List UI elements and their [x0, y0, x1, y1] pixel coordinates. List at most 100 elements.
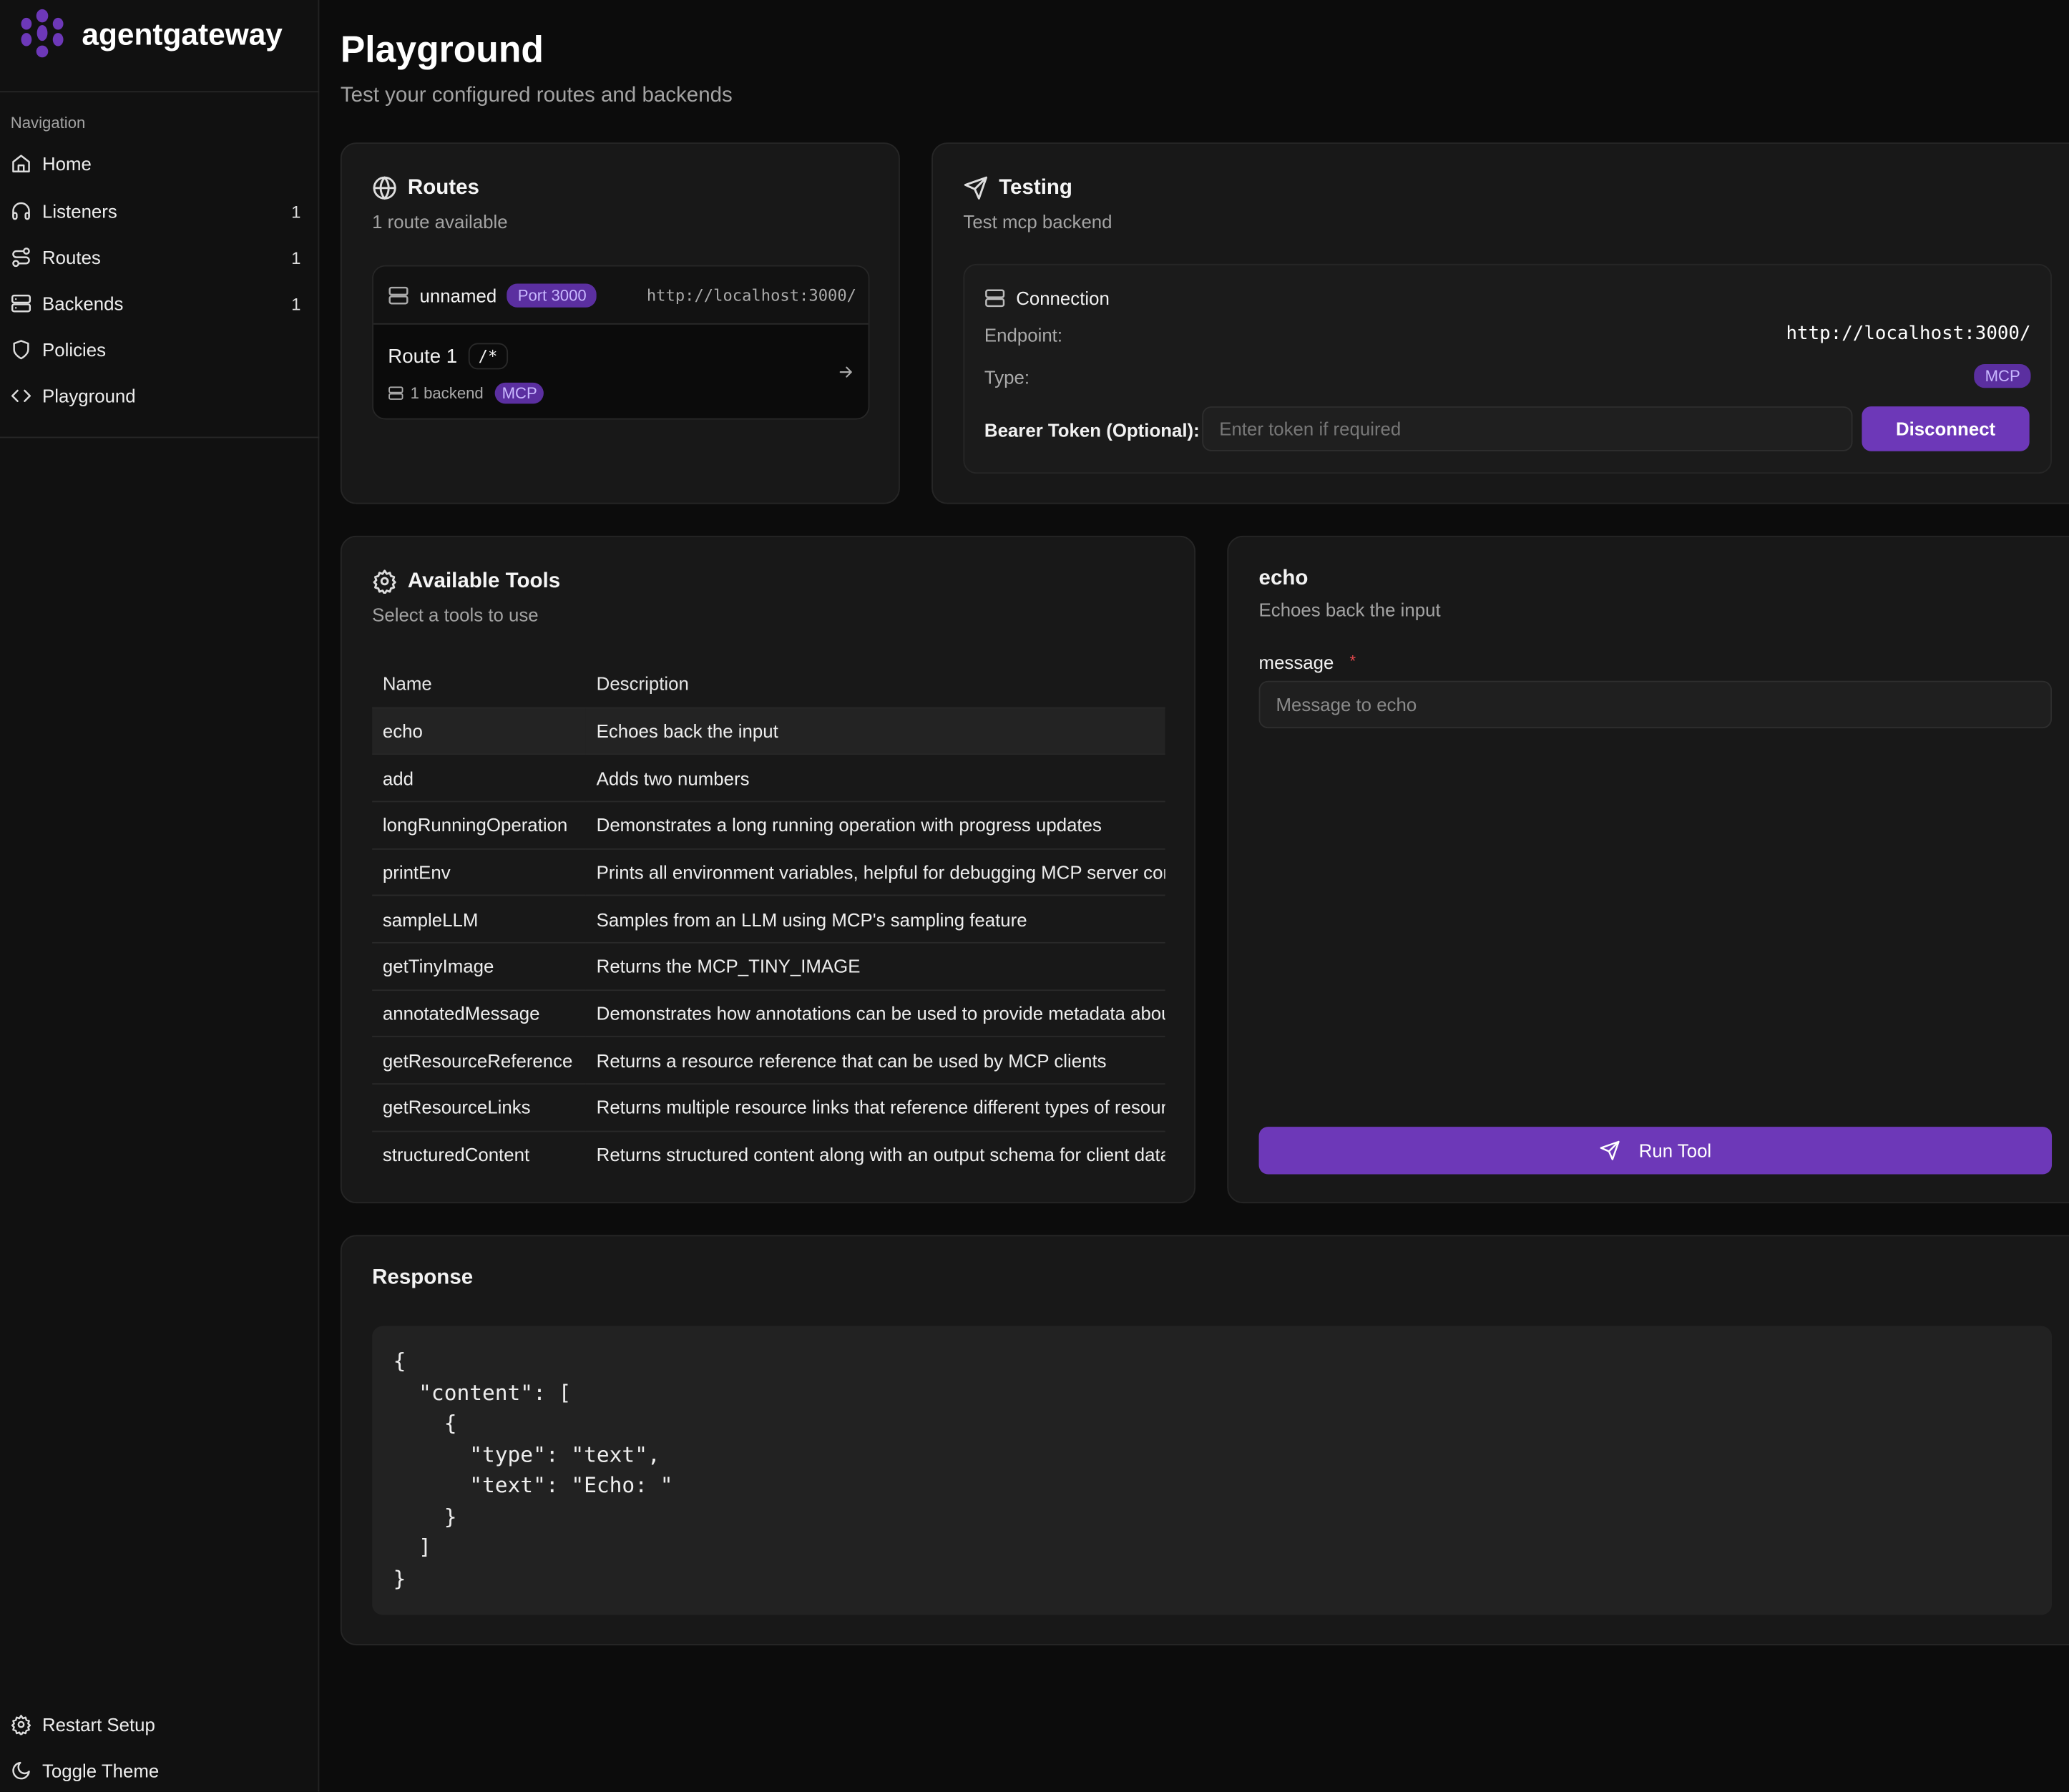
- available-tools-card: Available Tools Select a tools to use Na…: [340, 535, 1196, 1204]
- tool-row[interactable]: getTinyImage Returns the MCP_TINY_IMAGE: [372, 941, 1165, 990]
- tools-card-title: Available Tools: [372, 569, 560, 594]
- tool-name-cell: longRunningOperation: [372, 800, 586, 849]
- connection-title-text: Connection: [1016, 288, 1110, 309]
- routes-card-title: Routes: [372, 175, 479, 200]
- testing-card: Testing Test mcp backend Connection Endp…: [931, 142, 2069, 504]
- moon-icon: [12, 1761, 30, 1780]
- arrow-right-icon: [839, 366, 852, 378]
- testing-subtitle: Test mcp backend: [963, 211, 1112, 232]
- tool-form-card: echo Echoes back the input message * Mes…: [1227, 535, 2069, 1204]
- tool-row[interactable]: getResourceReference Returns a resource r…: [372, 1036, 1165, 1084]
- tool-name-cell: getTinyImage: [372, 941, 586, 990]
- route-type-badge: MCP: [495, 382, 544, 404]
- sidebar-item-label: Policies: [42, 339, 107, 361]
- sidebar-item-routes[interactable]: Routes 1: [11, 239, 301, 276]
- response-body: { "content": [ { "type": "text", "text":…: [372, 1326, 2053, 1615]
- tool-description-cell: Returns the MCP_TINY_IMAGE: [585, 941, 1165, 990]
- tool-description-cell: Returns structured content along with an…: [585, 1130, 1165, 1178]
- tool-description-cell: Returns a resource reference that can be…: [585, 1036, 1165, 1084]
- page-subtitle: Test your configured routes and backends: [340, 84, 733, 107]
- nav-section-label: Navigation: [10, 113, 86, 132]
- tool-row[interactable]: getResourceLinks Returns multiple resourc…: [372, 1083, 1165, 1131]
- message-field-label: message *: [1259, 652, 1356, 673]
- tool-description-cell: Samples from an LLM using MCP's sampling…: [585, 894, 1165, 943]
- tool-name-cell: annotatedMessage: [372, 989, 586, 1037]
- route-name: Route 1: [388, 345, 458, 368]
- tools-table: Name Description echo Echoes back the inp…: [372, 660, 1165, 1178]
- sidebar-item-label: Listeners: [42, 200, 117, 222]
- table-header: Name Description: [372, 660, 1165, 707]
- brand-name: agentgateway: [82, 16, 283, 52]
- home-icon: [12, 155, 30, 173]
- disconnect-button[interactable]: Disconnect: [1862, 406, 2030, 451]
- connection-panel: Connection Endpoint: http://localhost:30…: [963, 263, 2053, 474]
- headphones-icon: [12, 202, 30, 220]
- server-icon: [388, 386, 403, 400]
- sidebar-item-listeners[interactable]: Listeners 1: [11, 192, 301, 230]
- tool-description-cell: Demonstrates a long running operation wi…: [585, 800, 1165, 849]
- tool-row[interactable]: longRunningOperation Demonstrates a long …: [372, 800, 1165, 849]
- tool-row[interactable]: add Adds two numbers: [372, 753, 1165, 802]
- response-title: Response: [372, 1266, 474, 1289]
- restart-setup-button[interactable]: Restart Setup: [11, 1706, 301, 1743]
- bearer-token-label: Bearer Token (Optional):: [984, 419, 1200, 441]
- server-icon: [11, 294, 31, 313]
- tool-name: echo: [1258, 567, 1309, 590]
- type-label: Type:: [984, 366, 1030, 388]
- listener-url: http://localhost:3000/: [646, 285, 857, 305]
- bearer-token-input[interactable]: Enter token if required: [1202, 406, 1853, 451]
- shield-icon: [13, 340, 29, 360]
- route-item[interactable]: Route 1 /* 1 backend MCP: [373, 325, 869, 418]
- server-icon: [388, 285, 409, 304]
- sidebar-item-playground[interactable]: Playground: [11, 377, 301, 414]
- restart-setup-label: Restart Setup: [42, 1713, 155, 1735]
- required-mark: *: [1349, 652, 1356, 670]
- code-icon: [11, 389, 31, 402]
- run-tool-label: Run Tool: [1638, 1140, 1712, 1162]
- route-path: /*: [467, 343, 509, 370]
- routes-title-text: Routes: [407, 176, 479, 199]
- sidebar-item-count: 1: [291, 293, 301, 314]
- port-badge: Port 3000: [507, 283, 597, 307]
- tool-row[interactable]: annotatedMessage Demonstrates how annotat…: [372, 989, 1165, 1037]
- sidebar-item-label: Routes: [42, 246, 101, 268]
- tool-name-cell: getResourceReference: [372, 1036, 586, 1084]
- tool-description-cell: Returns multiple resource links that ref…: [585, 1083, 1165, 1131]
- agentgateway-logo-icon: [21, 9, 64, 58]
- sidebar-item-backends[interactable]: Backends 1: [11, 285, 301, 322]
- send-icon: [964, 176, 987, 200]
- listener-name: unnamed: [419, 284, 497, 305]
- gear-icon: [373, 569, 396, 594]
- sidebar-item-home[interactable]: Home: [11, 145, 301, 182]
- globe-icon: [373, 176, 396, 200]
- type-badge: MCP: [1974, 364, 2031, 388]
- response-json: { "content": [ { "type": "text", "text":…: [393, 1348, 673, 1591]
- message-input[interactable]: Message to echo: [1258, 680, 2053, 729]
- routes-subtitle: 1 route available: [372, 211, 508, 232]
- tool-row[interactable]: structuredContent Returns structured cont…: [372, 1130, 1165, 1178]
- tool-name-cell: add: [372, 753, 586, 802]
- brand[interactable]: agentgateway: [19, 8, 283, 61]
- tool-description-cell: Prints all environment variables, helpfu…: [585, 848, 1165, 896]
- tool-description-cell: Adds two numbers: [585, 753, 1165, 802]
- tool-row[interactable]: sampleLLM Samples from an LLM using MCP's…: [372, 894, 1165, 943]
- page-title: Playground: [340, 29, 544, 70]
- tools-subtitle: Select a tools to use: [372, 604, 539, 626]
- toggle-theme-button[interactable]: Toggle Theme: [11, 1752, 301, 1789]
- tool-description-cell: Echoes back the input: [585, 706, 1165, 755]
- routes-card: Routes 1 route available unnamed Port 30…: [340, 142, 900, 504]
- endpoint-label: Endpoint:: [984, 324, 1063, 346]
- sidebar-item-label: Backends: [42, 293, 124, 314]
- tool-name-cell: printEnv: [372, 848, 586, 896]
- route-icon: [12, 248, 30, 268]
- run-tool-button[interactable]: Run Tool: [1258, 1127, 2053, 1175]
- tool-row[interactable]: echo Echoes back the input: [372, 706, 1165, 755]
- tool-name-cell: echo: [372, 706, 586, 755]
- message-placeholder: Message to echo: [1276, 694, 1417, 715]
- sidebar-item-policies[interactable]: Policies: [11, 331, 301, 368]
- sidebar-item-label: Home: [42, 152, 92, 175]
- tool-row[interactable]: printEnv Prints all environment variables…: [372, 848, 1165, 896]
- bearer-token-placeholder: Enter token if required: [1219, 418, 1402, 440]
- testing-title-text: Testing: [999, 176, 1072, 199]
- tool-name-cell: getResourceLinks: [372, 1083, 586, 1131]
